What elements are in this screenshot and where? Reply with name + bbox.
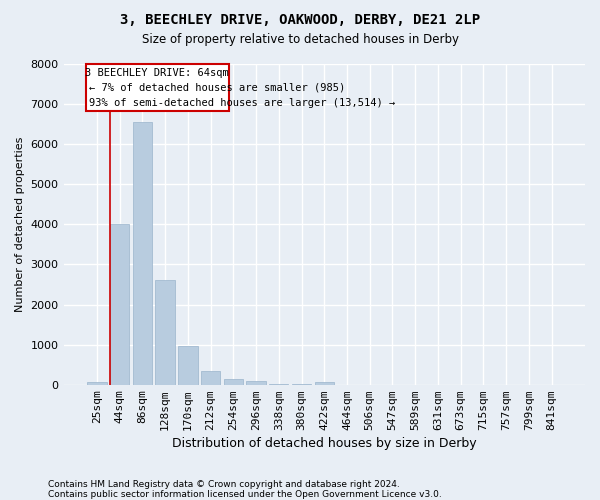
Text: ← 7% of detached houses are smaller (985): ← 7% of detached houses are smaller (985…	[89, 82, 345, 92]
Text: Contains HM Land Registry data © Crown copyright and database right 2024.: Contains HM Land Registry data © Crown c…	[48, 480, 400, 489]
X-axis label: Distribution of detached houses by size in Derby: Distribution of detached houses by size …	[172, 437, 476, 450]
FancyBboxPatch shape	[86, 64, 229, 112]
Text: 93% of semi-detached houses are larger (13,514) →: 93% of semi-detached houses are larger (…	[89, 98, 395, 108]
Bar	[133, 122, 152, 384]
Bar	[224, 380, 243, 384]
Bar	[178, 346, 197, 385]
Text: Size of property relative to detached houses in Derby: Size of property relative to detached ho…	[142, 32, 458, 46]
Text: 3, BEECHLEY DRIVE, OAKWOOD, DERBY, DE21 2LP: 3, BEECHLEY DRIVE, OAKWOOD, DERBY, DE21 …	[120, 12, 480, 26]
Bar	[87, 382, 107, 384]
Y-axis label: Number of detached properties: Number of detached properties	[15, 136, 25, 312]
Text: 3 BEECHLEY DRIVE: 64sqm: 3 BEECHLEY DRIVE: 64sqm	[85, 68, 229, 78]
Bar	[110, 224, 130, 384]
Bar	[201, 372, 220, 384]
Text: Contains public sector information licensed under the Open Government Licence v3: Contains public sector information licen…	[48, 490, 442, 499]
Bar	[314, 382, 334, 384]
Bar	[155, 280, 175, 384]
Bar	[247, 381, 266, 384]
